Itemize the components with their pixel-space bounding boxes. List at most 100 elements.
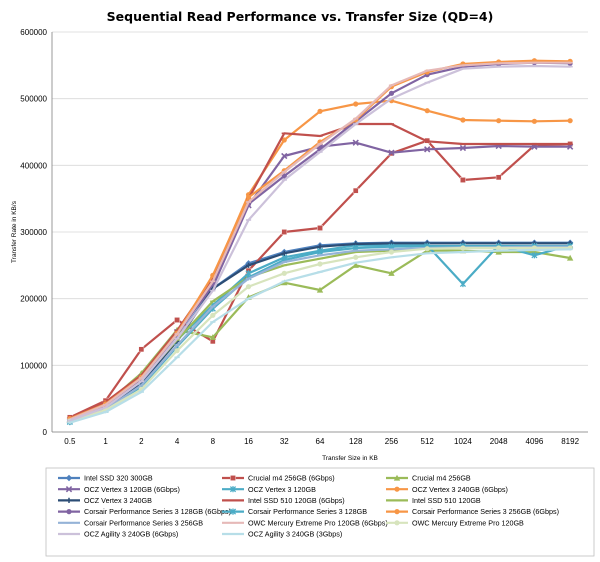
series-15	[67, 64, 573, 422]
legend-label: Corsair Performance Series 3 128GB	[248, 507, 367, 516]
legend-label: OCZ Vertex 3 120GB (6Gbps)	[84, 485, 180, 494]
x-tick-label: 0.5	[64, 437, 76, 446]
legend-label: OCZ Vertex 3 240GB (6Gbps)	[412, 485, 508, 494]
data-point	[388, 90, 395, 96]
legend-marker	[66, 497, 72, 503]
data-point	[460, 117, 466, 123]
series-4	[66, 242, 574, 425]
data-point	[495, 174, 502, 181]
legend-item: OCZ Agility 3 240GB (6Gbps)	[58, 530, 178, 539]
x-tick-label: 32	[280, 437, 289, 446]
x-tick-label: 1	[103, 437, 108, 446]
legend-label: Intel SSD 320 300GB	[84, 474, 153, 483]
x-tick-label: 4	[175, 437, 180, 446]
y-tick-label: 500000	[20, 95, 47, 104]
data-point	[317, 108, 323, 114]
legend-item: Intel SSD 510 120GB	[386, 496, 481, 505]
y-tick-label: 600000	[20, 28, 47, 37]
data-point	[352, 262, 359, 268]
series-line	[68, 248, 572, 424]
legend-label: OCZ Vertex 3 120GB	[248, 485, 316, 494]
legend-item: Corsair Performance Series 3 256GB (6Gbp…	[386, 507, 559, 516]
legend-label: Crucial m4 256GB (6Gbps)	[248, 474, 335, 483]
data-point	[174, 348, 180, 354]
legend-label: Intel SSD 510 120GB (6Gbps)	[248, 496, 345, 505]
x-tick-label: 2	[139, 437, 144, 446]
axes	[51, 32, 588, 433]
data-point	[245, 194, 252, 200]
data-point	[531, 252, 538, 259]
data-point	[317, 225, 323, 231]
legend-marker	[394, 486, 400, 492]
x-tick-label: 512	[421, 437, 435, 446]
data-point	[496, 245, 502, 251]
series-16	[67, 248, 573, 424]
legend-label: OWC Mercury Extreme Pro 120GB	[412, 518, 524, 527]
data-point	[424, 146, 431, 153]
legend-item: Crucial m4 256GB (6Gbps)	[222, 474, 335, 483]
series-line	[68, 61, 572, 421]
legend-label: Corsair Performance Series 3 128GB (6Gbp…	[84, 507, 231, 516]
legend-item: OWC Mercury Extreme Pro 120GB (6Gbps)	[222, 518, 388, 527]
legend-label: Crucial m4 256GB	[412, 474, 471, 483]
data-point	[566, 254, 574, 261]
series-line	[68, 246, 572, 422]
data-point	[424, 246, 430, 252]
y-tick-labels: 0 100000 200000 300000 400000 500000 600000	[20, 28, 47, 437]
legend-marker	[229, 508, 237, 515]
series-10	[66, 242, 574, 426]
legend-item: OCZ Vertex 3 120GB (6Gbps)	[58, 485, 180, 494]
series-line	[68, 246, 572, 423]
y-tick-label: 300000	[20, 228, 47, 237]
legend-item: Crucial m4 256GB	[386, 474, 471, 483]
y-tick-label: 100000	[20, 361, 47, 370]
y-tick-label: 0	[43, 428, 48, 437]
data-point	[316, 286, 324, 293]
y-axis-label: Transfer Rate in KB/s	[11, 200, 18, 263]
legend-marker	[65, 474, 73, 482]
legend-item: Corsair Performance Series 3 128GB (6Gbp…	[58, 507, 231, 516]
x-tick-label: 4096	[526, 437, 544, 446]
y-tick-label: 200000	[20, 295, 47, 304]
x-tick-label: 16	[244, 437, 253, 446]
data-point	[138, 346, 145, 353]
data-point	[281, 229, 288, 235]
data-point	[281, 137, 287, 143]
x-tick-label: 128	[349, 437, 363, 446]
legend-item: Corsair Performance Series 3 128GB	[222, 507, 367, 516]
legend-marker	[230, 475, 236, 481]
series-line	[68, 249, 572, 422]
legend-marker	[65, 486, 73, 493]
legend-marker	[229, 486, 237, 493]
legend-marker	[393, 474, 401, 481]
legend-marker	[394, 520, 400, 526]
legend-item: OCZ Vertex 3 240GB (6Gbps)	[386, 485, 508, 494]
chart-title: Sequential Read Performance vs. Transfer…	[107, 9, 494, 24]
data-point	[281, 250, 287, 256]
data-point	[459, 280, 466, 288]
data-point	[352, 187, 359, 194]
y-tick-label: 400000	[20, 161, 47, 170]
legend-frame	[45, 467, 595, 557]
x-tick-labels: 0.5 1 2 4 8 16 32 64 128 256 512 1024 2048 4096 8192	[64, 437, 579, 446]
data-point	[174, 317, 180, 323]
legend-item: OCZ Agility 3 240GB (3Gbps)	[222, 530, 342, 539]
legend-item: Intel SSD 320 300GB	[58, 474, 153, 483]
x-tick-label: 1024	[454, 437, 472, 446]
data-point	[531, 118, 538, 124]
data-point	[496, 118, 502, 124]
legend-label: OCZ Agility 3 240GB (6Gbps)	[84, 530, 178, 539]
x-tick-label: 256	[385, 437, 399, 446]
legend-item: Corsair Performance Series 3 256GB	[58, 518, 203, 527]
legend-label: OCZ Vertex 3 240GB	[84, 496, 152, 505]
data-point	[388, 149, 395, 156]
data-point	[281, 270, 287, 276]
data-point	[281, 173, 287, 179]
legend-item: Intel SSD 510 120GB (6Gbps)	[222, 496, 345, 505]
legend-label: OCZ Agility 3 240GB (3Gbps)	[248, 530, 342, 539]
data-point	[317, 261, 323, 267]
series-line	[68, 61, 572, 422]
series-6	[67, 240, 573, 424]
data-point	[388, 270, 395, 276]
series-line	[68, 242, 572, 422]
